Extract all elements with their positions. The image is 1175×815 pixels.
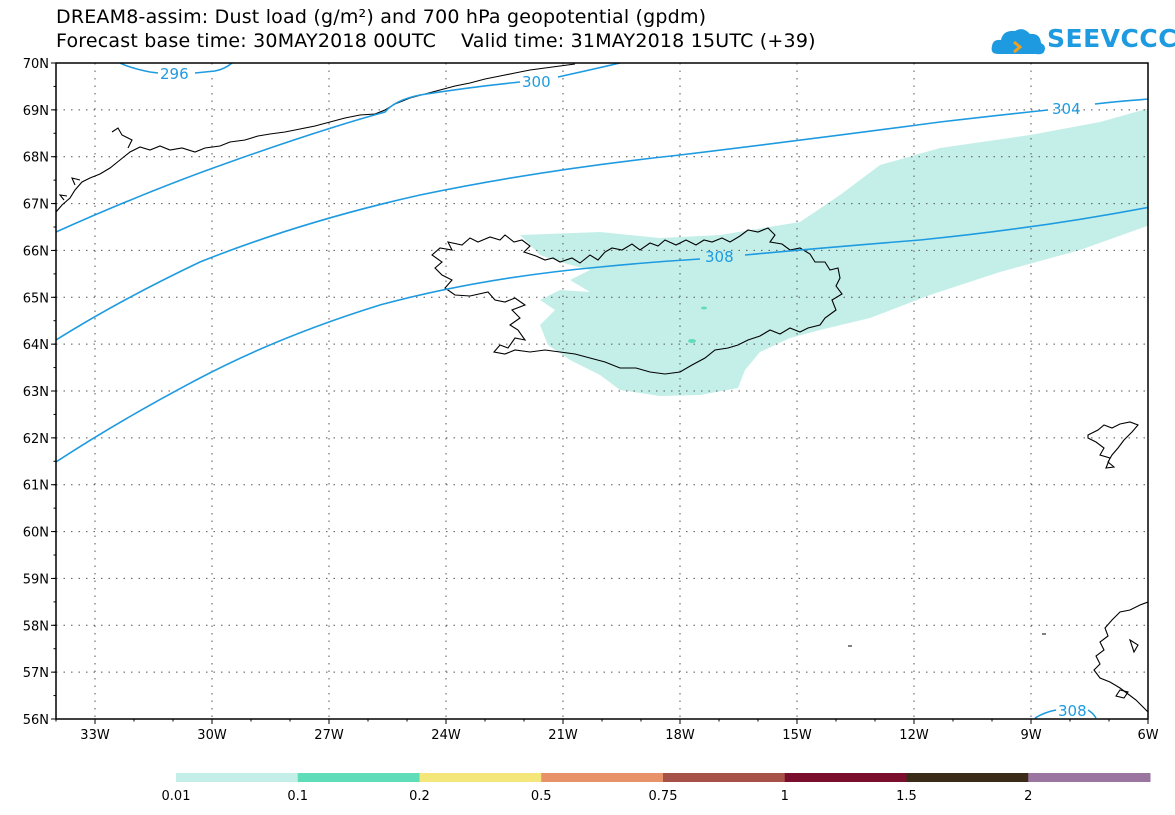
lon-tick-label: 21W — [548, 728, 578, 743]
lon-tick-label: 33W — [80, 728, 110, 743]
colorbar-label: 1.5 — [896, 789, 917, 804]
map-title: DREAM8-assim: Dust load (g/m²) and 700 h… — [56, 6, 707, 28]
lon-tick-label: 12W — [899, 728, 929, 743]
colorbar-swatch — [906, 773, 1029, 782]
lat-tick-label: 56N — [23, 713, 49, 728]
colorbar-swatch — [541, 773, 664, 782]
contour-label: 308 — [1058, 702, 1087, 720]
colorbar-swatch — [297, 773, 420, 782]
colorbar-label: 0.01 — [162, 789, 191, 804]
contour-label: 308 — [705, 248, 734, 266]
lat-tick-label: 60N — [23, 526, 49, 541]
colorbar-label: 0.2 — [409, 789, 430, 804]
lon-tick-label: 9W — [1020, 728, 1041, 743]
seevccc-cloud-logo-icon — [991, 29, 1045, 55]
lon-tick-label: 27W — [314, 728, 344, 743]
lat-tick-label: 62N — [23, 432, 49, 447]
greenland-coastline — [56, 63, 576, 213]
lat-tick-label: 66N — [23, 244, 49, 259]
iceland-coastline — [431, 227, 843, 375]
lon-tick-label: 30W — [197, 728, 227, 743]
colorbar-label: 1 — [781, 789, 789, 804]
greenland-coastline — [111, 127, 133, 149]
contour-308-south — [1034, 709, 1097, 719]
contour-label: 300 — [522, 73, 551, 91]
colorbar-label: 0.1 — [287, 789, 308, 804]
contour-308 — [56, 206, 1148, 463]
contour-304 — [56, 98, 1148, 341]
colorbar-swatch — [176, 773, 299, 782]
islet-coastline — [848, 633, 1046, 647]
colorbar-label: 2 — [1024, 789, 1032, 804]
dust-load-area — [520, 108, 1148, 396]
geopotential-contours — [56, 63, 1148, 719]
dust-load-patch — [688, 339, 696, 343]
contour-300 — [56, 63, 621, 233]
contour-label: 304 — [1052, 100, 1081, 118]
lat-tick-label: 59N — [23, 572, 49, 587]
lat-tick-label: 63N — [23, 385, 49, 400]
colorbar: 0.01 0.1 0.2 0.5 0.75 1 1.5 2 — [162, 773, 1151, 804]
faroe-coastline — [1087, 421, 1139, 469]
colorbar-label: 0.75 — [649, 789, 678, 804]
colorbar-swatch — [784, 773, 907, 782]
contour-label: 296 — [160, 65, 189, 83]
colorbar-label: 0.5 — [531, 789, 552, 804]
lat-tick-label: 70N — [23, 57, 49, 72]
scotland-coastline — [1093, 601, 1148, 713]
map-subtitle: Forecast base time: 30MAY2018 00UTC Vali… — [56, 30, 816, 52]
colorbar-swatch — [419, 773, 542, 782]
lat-tick-label: 58N — [23, 619, 49, 634]
lat-tick-label: 67N — [23, 198, 49, 213]
lat-tick-label: 57N — [23, 666, 49, 681]
dust-load-field — [520, 108, 1148, 396]
greenland-coastline — [58, 177, 81, 201]
colorbar-swatch — [1028, 773, 1151, 782]
scotland-coastline — [1115, 638, 1139, 699]
contour-labels: 296 300 304 308 308 — [160, 65, 1087, 720]
lat-tick-label: 69N — [23, 104, 49, 119]
map-axes: 70N 69N 68N 67N 66N 65N 64N 63N 62N 61N 60N 59N 58N 5… — [23, 57, 1159, 743]
contour-296 — [119, 63, 233, 74]
lat-tick-label: 68N — [23, 151, 49, 166]
lon-tick-label: 18W — [665, 728, 695, 743]
seevccc-logo-text: SEEVCCC — [1047, 24, 1175, 53]
dust-load-patch — [701, 306, 707, 310]
coastlines — [56, 63, 1148, 713]
lat-tick-label: 65N — [23, 291, 49, 306]
lon-tick-label: 24W — [431, 728, 461, 743]
lat-tick-label: 64N — [23, 338, 49, 353]
colorbar-swatch — [663, 773, 786, 782]
lat-tick-label: 61N — [23, 479, 49, 494]
lon-tick-label: 6W — [1137, 728, 1158, 743]
lon-tick-label: 15W — [782, 728, 812, 743]
